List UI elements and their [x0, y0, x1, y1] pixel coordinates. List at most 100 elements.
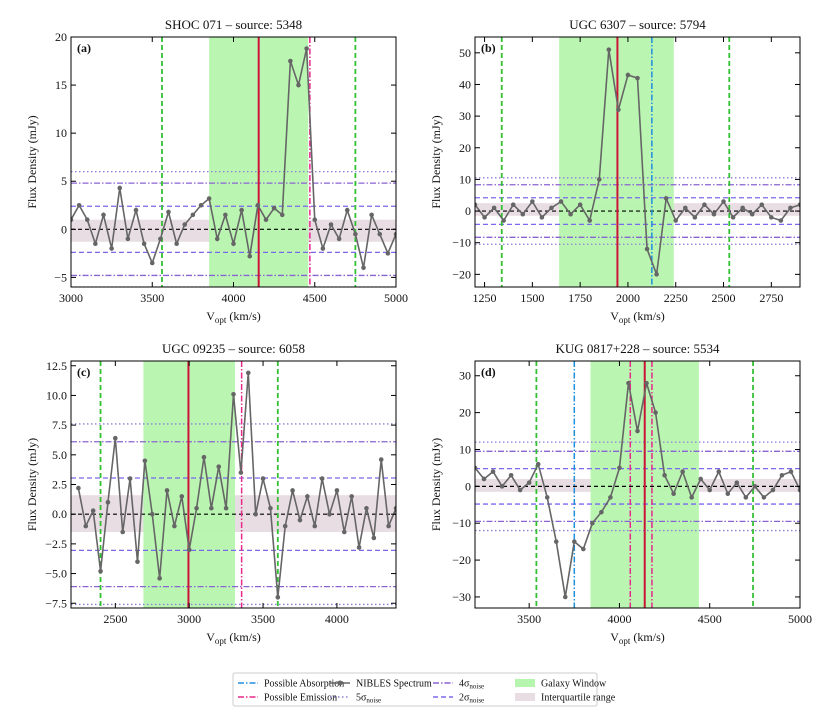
spectrum-point	[127, 476, 133, 481]
legend-text: Possible Emission	[264, 693, 337, 704]
spectrum-point	[198, 202, 204, 208]
spectrum-point	[268, 505, 273, 511]
spectrum-point	[157, 576, 162, 581]
x-axis-label: Vopt (km/s)	[610, 630, 665, 646]
spectrum-point	[797, 202, 800, 208]
legend-label: Possible Absorption	[264, 679, 344, 690]
spectrum-point	[239, 207, 244, 213]
spectrum-point	[740, 205, 745, 211]
spectrum-line	[77, 372, 396, 598]
spectrum-point	[553, 539, 559, 544]
spectrum-point	[231, 241, 236, 247]
y-tick-label: 30	[459, 369, 471, 383]
legend-text: Galaxy Window	[541, 679, 607, 690]
spectrum-point	[174, 241, 179, 247]
legend-label: 2σnoise	[459, 693, 484, 705]
spectrum-point	[797, 487, 800, 493]
x-label-main: V	[610, 630, 619, 644]
spectrum-point	[90, 508, 96, 513]
spectrum-point	[288, 58, 293, 64]
legend-text: 2σ	[459, 693, 470, 704]
x-tick-label: 5000	[788, 612, 812, 626]
spectrum-point	[539, 215, 545, 220]
spectrum-point	[508, 472, 514, 478]
spectrum-point	[475, 202, 478, 208]
y-tick-label: −10	[452, 516, 471, 530]
spectrum-point	[223, 212, 228, 218]
spectrum-point	[698, 476, 703, 482]
plot-frame	[474, 36, 801, 288]
panel-label: (c)	[77, 365, 90, 379]
y-tick-label: 0	[465, 479, 471, 493]
spectrum-point	[770, 487, 776, 493]
spectrum-point	[93, 241, 98, 247]
y-axis-label: Flux Density (mJy)	[429, 438, 443, 531]
spectrum-point	[260, 476, 266, 481]
spectrum-point	[253, 511, 258, 517]
spectrum-point	[635, 75, 640, 81]
y-tick-label: 2.5	[52, 478, 67, 492]
x-tick-label: 2000	[616, 291, 640, 305]
spectrum-point	[730, 215, 736, 220]
y-tick-label: 5	[61, 174, 67, 188]
y-tick-label: 10	[55, 126, 67, 140]
spectrum-point	[475, 465, 478, 471]
x-tick-label: 4000	[222, 291, 246, 305]
spectrum-point	[490, 469, 496, 474]
spectrum-point	[141, 241, 147, 247]
spectrum-point	[769, 215, 774, 220]
spectrum-point	[482, 215, 487, 220]
chart-title: UGC 6307 – source: 5794	[569, 17, 706, 32]
x-label-main: V	[206, 630, 215, 644]
spectrum-point	[759, 202, 765, 208]
spectrum-point	[725, 491, 731, 497]
spectrum-point	[635, 428, 640, 434]
spectrum-point	[671, 491, 676, 497]
spectrum-point	[109, 246, 114, 251]
spectrum-point	[393, 231, 396, 237]
y-axis-label: Flux Density (mJy)	[25, 438, 39, 531]
spectrum-point	[587, 218, 593, 223]
spectrum-point	[378, 457, 384, 462]
legend-label: 5σnoise	[356, 693, 381, 705]
spectrum-point	[182, 222, 188, 227]
spectrum-point	[98, 568, 103, 574]
spectrum-point	[328, 222, 334, 227]
spectrum-point	[572, 539, 577, 544]
y-tick-label: 20	[459, 141, 471, 155]
spectrum-point	[393, 505, 396, 511]
spectrum-point	[334, 488, 340, 493]
legend: Possible Absorption Possible Emission NIBL…	[232, 672, 616, 707]
x-tick-label: 3500	[251, 612, 275, 626]
spectrum-point	[113, 435, 118, 441]
spectrum-point	[673, 218, 679, 223]
spectrum-point	[761, 495, 767, 500]
y-tick-label: −7.5	[45, 596, 67, 610]
y-tick-label: 40	[459, 77, 471, 91]
x-axis-label: Vopt (km/s)	[206, 630, 261, 646]
legend-sub: noise	[366, 697, 381, 705]
spectrum-point	[166, 209, 171, 215]
spectrum-point	[644, 380, 649, 386]
spectrum-point	[247, 253, 253, 259]
spectrum-point	[133, 207, 139, 213]
chart-title: KUG 0817+228 – source: 5534	[555, 341, 720, 356]
spectrum-point	[788, 205, 793, 211]
x-tick-label: 1250	[473, 291, 497, 305]
spectrum-point	[320, 246, 326, 251]
legend-swatch	[515, 693, 535, 701]
x-label-unit: (km/s)	[226, 630, 260, 644]
x-tick-label: 4500	[303, 291, 327, 305]
spectrum-point	[581, 546, 586, 552]
spectrum-point	[120, 529, 126, 535]
spectrum-point	[216, 464, 222, 469]
legend-label: 4σnoise	[459, 679, 484, 691]
x-axis-label: Vopt (km/s)	[610, 309, 665, 325]
spectrum-point	[142, 458, 148, 464]
spectrum-point	[186, 547, 192, 553]
spectrum-point	[654, 272, 659, 277]
spectrum-point	[214, 236, 220, 242]
spectrum-point	[76, 485, 81, 491]
spectrum-point	[606, 47, 612, 52]
